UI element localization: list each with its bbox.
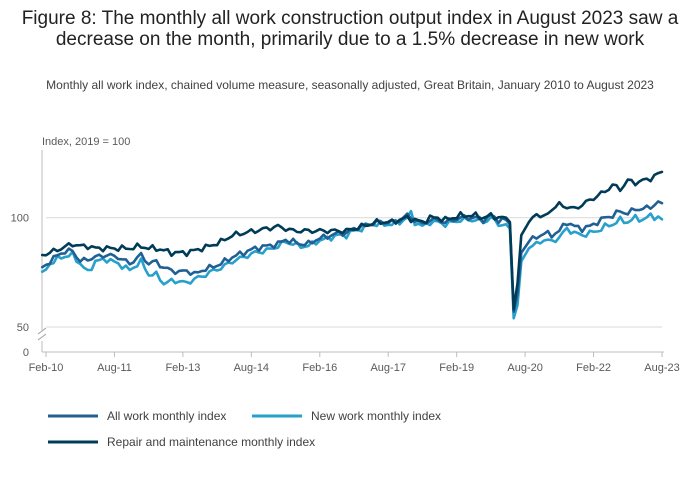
gridlines bbox=[46, 217, 662, 328]
x-tick-label: Feb-16 bbox=[302, 362, 337, 374]
x-tick-label: Feb-19 bbox=[439, 362, 474, 374]
x-tick-label: Feb-13 bbox=[165, 362, 200, 374]
axis-break-mark bbox=[37, 333, 47, 341]
x-tick-label: Aug-20 bbox=[507, 362, 542, 374]
x-tick-label: Feb-10 bbox=[29, 362, 64, 374]
y-axis-label: Index, 2019 = 100 bbox=[42, 136, 130, 148]
series-line-repair bbox=[40, 170, 664, 311]
legend-label-new-work: New work monthly index bbox=[311, 409, 441, 423]
chart-subtitle: Monthly all work index, chained volume m… bbox=[46, 78, 654, 92]
chart-title: Figure 8: The monthly all work construct… bbox=[21, 8, 679, 50]
series-line-new-work bbox=[40, 209, 664, 320]
legend-label-all-work: All work monthly index bbox=[107, 409, 226, 423]
x-tick-label: Aug-17 bbox=[370, 362, 405, 374]
x-tick-label: Aug-14 bbox=[234, 362, 269, 374]
y-tick-label: 0 bbox=[23, 347, 29, 359]
y-tick-label: 50 bbox=[17, 322, 29, 334]
series-layer bbox=[40, 170, 664, 320]
axis-break-mark bbox=[37, 327, 47, 335]
x-tick-label: Aug-23 bbox=[644, 362, 679, 374]
legend: All work monthly index New work monthly i… bbox=[48, 409, 441, 449]
x-tick-label: Aug-11 bbox=[97, 362, 132, 374]
y-tick-label: 100 bbox=[11, 213, 29, 225]
legend-label-repair: Repair and maintenance monthly index bbox=[107, 435, 315, 449]
x-tick-label: Feb-22 bbox=[576, 362, 611, 374]
axes: Index, 2019 = 100 0 50 100 Feb-10 Aug-11 Feb-1… bbox=[11, 136, 680, 374]
